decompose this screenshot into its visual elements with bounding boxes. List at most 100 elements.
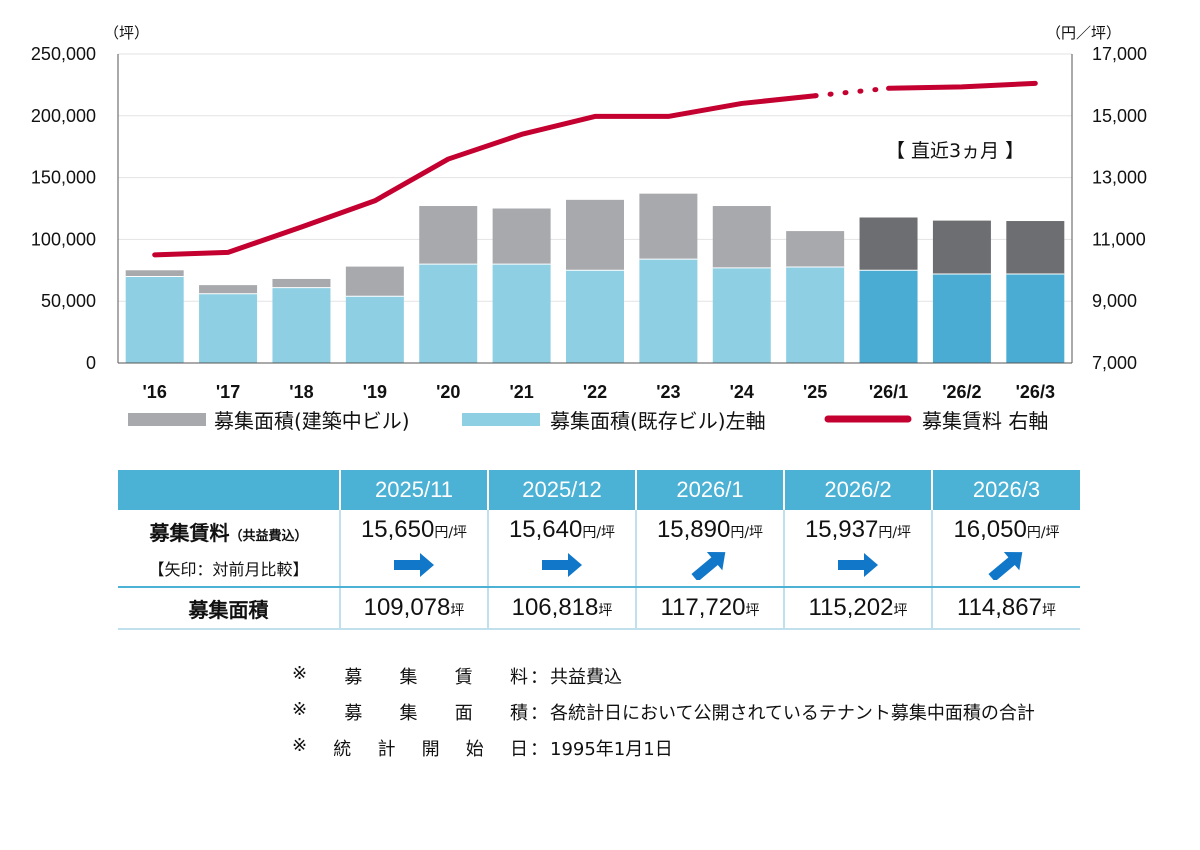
footnote-colon: ： [530, 739, 548, 760]
bar-existing [199, 293, 258, 363]
bar-construction [492, 208, 551, 265]
x-axis-tick-label: '21 [509, 382, 533, 402]
right-axis-tick-label: 17,000 [1092, 44, 1147, 64]
footnote-label-char: ※ [292, 735, 308, 756]
x-axis-tick-label: '18 [289, 382, 313, 402]
footnote-label-char: 募 [344, 667, 363, 688]
x-axis-tick-label: '17 [216, 382, 240, 402]
area-value: 117,720 [660, 594, 746, 621]
rent-unit: 円/坪 [730, 525, 764, 541]
bar-construction [419, 206, 478, 265]
left-axis-tick-label: 0 [86, 353, 96, 373]
bar-existing [859, 270, 918, 363]
rent-row-subtitle: （共益費込） [229, 528, 308, 544]
area-row-heading: 募集面積 [118, 587, 341, 630]
bar-existing [419, 264, 478, 363]
bar-existing [712, 267, 771, 363]
legend-label-rent: 募集賃料 右軸 [922, 409, 1048, 433]
area-cell: 115,202坪 [784, 587, 933, 630]
table-header-empty [118, 470, 341, 510]
area-unit: 坪 [598, 603, 613, 619]
table-header-month: 2026/2 [784, 470, 933, 510]
rent-area-chart: 0 50,000 100,000 150,000 200,000 250,000 7,000… [31, 24, 1147, 433]
left-axis-tick-label: 200,000 [31, 106, 96, 126]
footnote-colon: ： [530, 703, 548, 724]
footnote-label-char: 賃 [454, 667, 473, 688]
bar-existing [639, 259, 698, 363]
area-value: 114,867 [957, 594, 1042, 621]
left-axis-tick-label: 100,000 [31, 229, 96, 249]
bar-construction [199, 285, 258, 294]
trend-arrow-icon [933, 550, 1080, 580]
table-header-month: 2025/12 [488, 470, 637, 510]
footnote-text: 共益費込 [550, 667, 622, 688]
footnote-label-char: 計 [377, 739, 396, 760]
bar-construction [712, 206, 771, 268]
footnote-label-char: 始 [465, 739, 484, 760]
area-value: 115,202 [808, 594, 894, 621]
area-value: 106,818 [511, 594, 599, 621]
footnote-label-char: 料 [509, 667, 528, 688]
footnote-label: ※ 統 計 開 始 日 [292, 735, 528, 761]
x-axis-tick-label: '22 [583, 382, 607, 402]
x-axis-tick-label: '26/3 [1016, 382, 1055, 402]
rent-cell: 15,650円/坪 [340, 510, 489, 588]
footnote-label-char: 開 [421, 739, 440, 760]
rent-line-dotted [812, 85, 892, 99]
summary-table: 2025/11 2025/12 2026/1 2026/2 2026/3 募集賃… [118, 470, 1080, 630]
legend-swatch-existing [462, 413, 540, 426]
right-axis-tick-label: 9,000 [1092, 291, 1137, 311]
bar-construction [932, 220, 991, 275]
left-axis-tick-label: 50,000 [41, 291, 96, 311]
rent-value: 15,937 [804, 516, 879, 543]
footnote-label: ※ 募 集 面 積 [292, 699, 528, 725]
legend-label-construction: 募集面積(建築中ビル) [214, 409, 410, 433]
right-axis-tick-label: 11,000 [1092, 229, 1146, 249]
x-axis-tick-label: '24 [730, 382, 754, 402]
x-axis-tick-label: '25 [803, 382, 827, 402]
footnote-label-char: 集 [399, 667, 418, 688]
rent-unit: 円/坪 [878, 525, 912, 541]
footnote-label-char: 面 [454, 703, 473, 724]
bar-construction [859, 217, 918, 271]
footnote-colon: ： [530, 667, 548, 688]
bar-construction [272, 278, 331, 288]
rent-value: 15,640 [508, 516, 583, 543]
footnote-label-char: ※ [292, 699, 308, 720]
footnote-text: 1995年1月1日 [550, 739, 673, 760]
area-unit: 坪 [1041, 603, 1056, 619]
area-cell: 109,078坪 [340, 587, 489, 630]
rent-line [152, 93, 818, 258]
rent-row-note: 【矢印：対前月比較】 [148, 559, 309, 579]
table-header-month: 2026/3 [932, 470, 1080, 510]
area-unit: 坪 [893, 603, 908, 619]
right-axis-tick-label: 7,000 [1092, 353, 1137, 373]
trend-arrow-icon [637, 550, 783, 580]
footnote-label-char: ※ [292, 663, 308, 684]
x-axis-tick-label: '20 [436, 382, 460, 402]
bar-construction [1006, 221, 1065, 275]
right-axis-tick-label: 13,000 [1092, 168, 1147, 188]
rent-line [886, 80, 1038, 91]
footnote-line: ※ 募 集 賃 料 ： 共益費込 [292, 658, 1035, 694]
rent-unit: 円/坪 [582, 525, 616, 541]
bar-existing [272, 287, 331, 363]
bar-existing [1006, 274, 1065, 363]
rent-value: 15,650 [360, 516, 435, 543]
axes: 0 50,000 100,000 150,000 200,000 250,000 7,000… [31, 44, 1147, 402]
area-value: 109,078 [363, 594, 451, 621]
footnote-label-char: 日 [509, 739, 528, 760]
footnotes: ※ 募集賃料 ： 共益費込 ※ 募集面積 ： 各統計日において公開されているテナント… [292, 658, 1035, 766]
rent-unit: 円/坪 [1026, 525, 1060, 541]
right-axis-tick-label: 15,000 [1092, 106, 1147, 126]
footnote-line: ※ 募 集 面 積 ： 各統計日において公開されているテナント募集中面積の合計 [292, 694, 1035, 730]
footnote-label-char: 統 [333, 739, 352, 760]
trend-arrow-icon [489, 550, 635, 580]
x-axis-tick-label: '16 [143, 382, 167, 402]
bar-existing [932, 274, 991, 363]
table-header-month: 2025/11 [340, 470, 489, 510]
rent-cell: 16,050円/坪 [932, 510, 1080, 588]
bar-construction [125, 270, 184, 277]
footnote-label-char: 集 [399, 703, 418, 724]
area-cell: 106,818坪 [488, 587, 637, 630]
